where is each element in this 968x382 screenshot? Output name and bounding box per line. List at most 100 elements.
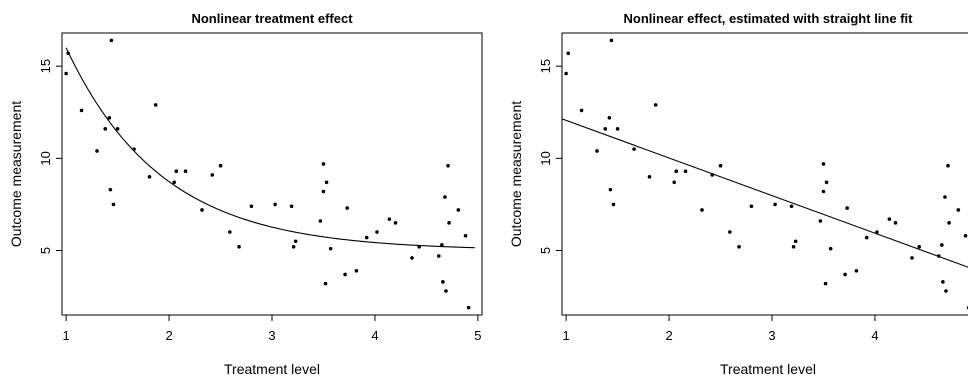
chart-right-point (595, 149, 599, 153)
chart-left-point (210, 173, 215, 177)
chart-left-point (323, 281, 328, 286)
chart-left-point (463, 233, 468, 238)
chart-right-point (845, 206, 849, 210)
chart-left-point (153, 103, 158, 107)
chart-left-y-tick-label: 5 (38, 247, 53, 254)
chart-right-point (821, 162, 826, 166)
chart-left-point (446, 163, 450, 168)
chart-right-x-tick-label: 1 (563, 328, 570, 343)
chart-left-point (107, 115, 112, 120)
chart-right-x-label: Treatment level (720, 361, 816, 377)
chart-right-point (607, 115, 612, 120)
chart-left-point (343, 272, 347, 277)
chart-right-point (632, 147, 636, 151)
chart-left-y-tick-label: 10 (38, 151, 53, 165)
chart-left-point (200, 208, 204, 212)
chart-left-point (444, 289, 448, 293)
chart-right-point (773, 202, 777, 207)
chart-right-point (727, 230, 732, 234)
chart-left-point (393, 221, 398, 225)
chart-right-point (647, 174, 652, 179)
chart-right-point (653, 103, 658, 107)
chart-left-point (364, 235, 369, 240)
chart-right-point (615, 127, 620, 131)
chart-right-point (579, 108, 584, 113)
chart-right-point (791, 245, 796, 249)
chart-right-point (683, 169, 688, 174)
chart-right-point (674, 169, 679, 174)
chart-right-point (854, 268, 859, 273)
chart-right-point (917, 245, 922, 249)
chart-right-point (947, 221, 951, 225)
chart-left-point (440, 243, 444, 247)
chart-left-x-label: Treatment level (224, 361, 320, 377)
chart-left-point (64, 71, 68, 76)
chart-left-point (321, 189, 326, 194)
chart-left-point (291, 245, 296, 249)
chart-left-point (441, 280, 445, 284)
chart-left-point (417, 245, 422, 249)
chart-left-point (147, 174, 152, 179)
chart-right-x-tick-label: 2 (665, 328, 672, 343)
chart-left-point (183, 169, 188, 174)
chart-left-point (273, 202, 277, 207)
chart-right: Nonlinear effect, estimated with straigh… (508, 11, 968, 377)
chart-right-point (700, 208, 704, 212)
chart-left-point (218, 163, 223, 168)
chart-right-point (893, 221, 898, 225)
chart-right-point (737, 245, 741, 249)
chart-left-point (174, 169, 179, 174)
chart-left-plot-frame (61, 32, 483, 316)
chart-left-x-tick-label: 2 (165, 328, 172, 343)
chart-left-point (79, 108, 84, 113)
chart-left-point (318, 219, 323, 223)
chart-right-point (941, 280, 945, 284)
chart-left-x-tick-label: 4 (371, 328, 378, 343)
chart-left-point (132, 147, 136, 151)
chart-right-line-fit (561, 118, 968, 268)
chart-left-point (387, 217, 392, 221)
chart-right-plot-frame (561, 32, 968, 316)
chart-left-point (324, 180, 329, 185)
chart-right-y-tick-label: 5 (538, 247, 553, 254)
chart-right-title: Nonlinear effect, estimated with straigh… (624, 11, 914, 26)
chart-left-point (456, 208, 461, 212)
chart-left-point (227, 230, 232, 234)
chart-left-point (345, 206, 349, 210)
chart-left-point (466, 305, 471, 310)
chart-right-point (946, 163, 950, 168)
chart-right-point (887, 217, 892, 221)
chart-left-point (237, 245, 241, 249)
chart-left-title: Nonlinear treatment effect (191, 11, 353, 26)
chart-right-x-tick-label: 3 (768, 328, 775, 343)
chart-right-point (864, 235, 869, 240)
chart-left-point (108, 187, 113, 192)
chart-right-point (608, 187, 613, 192)
chart-right-y-tick-label: 15 (538, 59, 553, 73)
chart-left-y-tick-label: 15 (38, 59, 53, 73)
chart-left-point (328, 246, 333, 251)
chart-right-point (672, 180, 677, 185)
chart-right-x-tick-label: 4 (871, 328, 878, 343)
chart-right-point (821, 189, 826, 194)
chart-right-point (824, 180, 829, 185)
chart-right-point (823, 281, 828, 286)
chart-left-curve-fit (65, 47, 475, 249)
chart-right-point (609, 38, 614, 43)
chart-left-point (289, 204, 294, 209)
chart-right-point (749, 204, 754, 209)
chart-right-point (843, 272, 847, 277)
chart-left-point (436, 254, 441, 258)
chart-left-point (293, 239, 298, 244)
chart-right-point (611, 202, 616, 207)
chart-right-y-label: Outcome measurement (508, 101, 524, 247)
chart-left-point (321, 162, 326, 166)
chart-left-x-tick-label: 3 (268, 328, 275, 343)
chart-left-point (249, 204, 254, 209)
chart-left: Nonlinear treatment effect 5 10 15 1 2 3 4 5 T… (8, 11, 483, 377)
chart-left-point (410, 256, 414, 260)
chart-right-point (943, 195, 947, 199)
chart-left-y-label: Outcome measurement (8, 101, 24, 247)
chart-left-point (375, 230, 379, 234)
